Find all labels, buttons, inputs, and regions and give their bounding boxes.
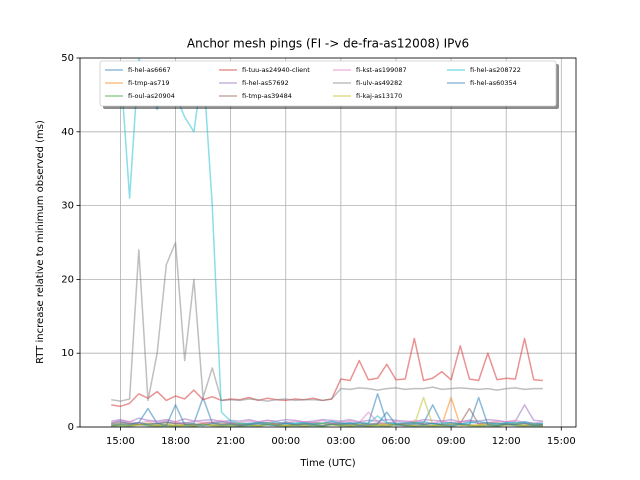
legend-label: fi-hel-as6667 — [128, 66, 171, 74]
plot-area — [110, 58, 544, 427]
legend-label: fi-hel-as60354 — [470, 79, 517, 87]
legend-box — [99, 60, 557, 107]
x-tick-label: 15:00 — [106, 436, 135, 447]
x-tick-label: 18:00 — [161, 436, 190, 447]
legend-label: fi-tuu-as24940-client — [242, 66, 310, 74]
x-tick-label: 12:00 — [492, 436, 521, 447]
y-tick-label: 10 — [61, 348, 74, 359]
legend-label: fi-oul-as20904 — [128, 92, 175, 100]
legend-label: fi-kaj-as13170 — [356, 92, 402, 100]
series-line — [111, 396, 543, 427]
legend-label: fi-kst-as199087 — [356, 66, 407, 74]
x-tick-label: 21:00 — [216, 436, 245, 447]
x-tick-label: 00:00 — [271, 436, 300, 447]
x-axis-label: Time (UTC) — [299, 458, 355, 469]
series-line — [110, 58, 543, 425]
legend-label: fi-ulv-as49282 — [356, 79, 402, 87]
y-tick-label: 0 — [68, 422, 74, 433]
legend-label: fi-tmp-as39484 — [242, 92, 292, 100]
y-tick-label: 50 — [61, 53, 74, 64]
legend-label: fi-hel-as208722 — [470, 66, 521, 74]
x-tick-label: 06:00 — [382, 436, 411, 447]
x-tick-label: 09:00 — [437, 436, 466, 447]
legend-label: fi-tmp-as719 — [128, 79, 170, 87]
plot-frame — [79, 57, 577, 428]
series-line — [111, 241, 543, 402]
y-axis-label: RTT increase relative to minimum observe… — [35, 120, 46, 364]
x-tick-label: 03:00 — [326, 436, 355, 447]
x-tick-label: 15:00 — [547, 436, 576, 447]
series-line — [111, 337, 543, 408]
legend-label: fi-hel-as57692 — [242, 79, 289, 87]
legend: fi-hel-as6667 fi-tmp-as719 fi-oul-as20904 f… — [99, 60, 559, 109]
chart-title: Anchor mesh pings (FI -> de-fra-as12008)… — [187, 37, 469, 51]
y-tick-label: 30 — [61, 201, 74, 212]
y-tick-label: 20 — [61, 274, 74, 285]
y-tick-label: 40 — [61, 127, 74, 138]
